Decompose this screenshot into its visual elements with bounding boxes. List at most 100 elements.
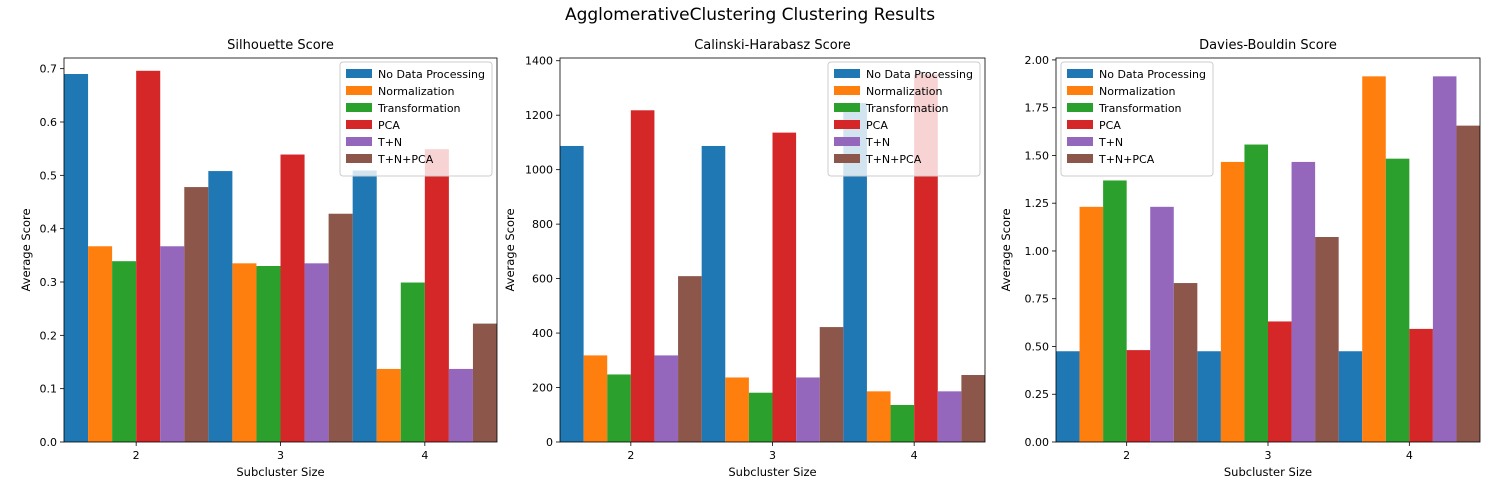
legend-label-1-0: No Data Processing xyxy=(866,68,973,81)
legend-label-0-3: PCA xyxy=(378,119,400,132)
xtick-label-1-0: 2 xyxy=(627,449,634,462)
bar-0-2-0 xyxy=(112,261,137,442)
legend-swatch-2-4 xyxy=(1067,137,1093,146)
legend-swatch-1-5 xyxy=(834,154,860,163)
legend-label-0-4: T+N xyxy=(377,136,402,149)
legend-label-2-5: T+N+PCA xyxy=(1098,153,1155,166)
xtick-label-0-1: 3 xyxy=(277,449,284,462)
ytick-label-0-2: 0.2 xyxy=(40,329,58,342)
ytick-label-2-7: 1.75 xyxy=(1025,102,1050,115)
legend-label-2-0: No Data Processing xyxy=(1099,68,1206,81)
bar-1-4-2 xyxy=(937,391,962,442)
bar-2-3-0 xyxy=(1126,350,1151,442)
bar-2-4-1 xyxy=(1291,161,1316,442)
ylabel-2: Average Score xyxy=(999,208,1013,291)
xlabel-0: Subcluster Size xyxy=(236,465,324,479)
legend-swatch-2-2 xyxy=(1067,103,1093,112)
legend-swatch-2-0 xyxy=(1067,69,1093,78)
bar-1-3-0 xyxy=(630,110,655,442)
bar-1-1-0 xyxy=(583,355,608,442)
bar-2-0-0 xyxy=(1056,351,1080,442)
legend-2: No Data Processing Normalization Transform… xyxy=(1060,61,1214,177)
bar-0-5-2 xyxy=(472,323,497,442)
ytick-label-0-3: 0.3 xyxy=(40,276,58,289)
ytick-label-2-0: 0.00 xyxy=(1025,436,1050,449)
bar-2-3-1 xyxy=(1268,321,1292,442)
bar-1-0-1 xyxy=(701,145,726,442)
legend-label-1-1: Normalization xyxy=(866,85,942,98)
legend-swatch-1-1 xyxy=(834,86,860,95)
bar-2-2-1 xyxy=(1244,144,1268,443)
ytick-label-1-1: 200 xyxy=(532,382,553,395)
chart-1: 0 200 400 600 800 1000 1200 1400 2 3 4 Calinski-Har… xyxy=(503,38,986,479)
ytick-label-0-4: 0.4 xyxy=(40,223,58,236)
chart-title-2: Davies-Bouldin Score xyxy=(1199,38,1337,53)
xlabel-1: Subcluster Size xyxy=(728,465,816,479)
bar-2-3-2 xyxy=(1409,328,1433,442)
bar-1-2-1 xyxy=(748,392,773,442)
bar-1-5-1 xyxy=(819,327,844,442)
xtick-label-2-1: 3 xyxy=(1265,449,1272,462)
bar-1-0-0 xyxy=(560,145,584,442)
chart-0: 0.0 0.1 0.2 0.3 0.4 0.5 0.6 0.7 2 3 4 Silhouette Sc… xyxy=(19,38,498,479)
bar-2-5-2 xyxy=(1456,125,1480,442)
figure-suptitle: AgglomerativeClustering Clustering Resul… xyxy=(565,5,935,25)
legend-label-2-2: Transformation xyxy=(1098,102,1182,115)
legend-swatch-1-0 xyxy=(834,69,860,78)
legend-swatch-0-1 xyxy=(346,86,372,95)
ytick-label-0-7: 0.7 xyxy=(40,63,58,76)
bar-1-0-2 xyxy=(843,102,867,442)
bar-1-5-2 xyxy=(961,375,985,442)
bar-0-3-1 xyxy=(280,154,305,442)
xtick-label-2-2: 4 xyxy=(1406,449,1413,462)
chart-title-0: Silhouette Score xyxy=(227,38,334,53)
bar-0-0-1 xyxy=(208,171,233,442)
bar-0-3-2 xyxy=(424,149,449,442)
bar-2-2-0 xyxy=(1103,180,1127,442)
legend-label-0-1: Normalization xyxy=(378,85,454,98)
legend-swatch-1-3 xyxy=(834,120,860,129)
bar-2-1-2 xyxy=(1362,76,1386,442)
bar-0-5-1 xyxy=(328,213,353,442)
ytick-label-1-7: 1400 xyxy=(525,55,553,68)
legend-label-1-2: Transformation xyxy=(865,102,949,115)
legend-swatch-0-0 xyxy=(346,69,372,78)
legend-swatch-0-4 xyxy=(346,137,372,146)
legend-swatch-1-2 xyxy=(834,103,860,112)
legend-label-2-3: PCA xyxy=(1099,119,1121,132)
ytick-label-0-0: 0.0 xyxy=(40,436,58,449)
ytick-label-2-4: 1.00 xyxy=(1025,245,1050,258)
ytick-label-1-4: 800 xyxy=(532,218,553,231)
legend-label-0-0: No Data Processing xyxy=(378,68,485,81)
legend-0: No Data Processing Normalization Transform… xyxy=(339,61,493,177)
xtick-label-0-0: 2 xyxy=(133,449,140,462)
legend-label-1-3: PCA xyxy=(866,119,888,132)
bar-0-4-1 xyxy=(304,263,329,442)
legend-box-1 xyxy=(827,61,981,177)
bar-1-2-0 xyxy=(607,374,631,442)
legend-box-2 xyxy=(1060,61,1214,177)
bar-2-1-0 xyxy=(1079,206,1104,442)
legend-label-2-1: Normalization xyxy=(1099,85,1175,98)
ytick-label-2-1: 0.25 xyxy=(1025,388,1050,401)
bar-2-2-2 xyxy=(1385,158,1410,442)
ytick-label-1-5: 1000 xyxy=(525,164,553,177)
xtick-label-1-1: 3 xyxy=(769,449,776,462)
bar-2-5-1 xyxy=(1315,237,1339,442)
ylabel-0: Average Score xyxy=(19,208,33,291)
bar-0-4-2 xyxy=(448,368,473,442)
legend-box-0 xyxy=(339,61,493,177)
bar-0-1-0 xyxy=(88,246,113,442)
legend-label-1-4: T+N xyxy=(865,136,890,149)
legend-swatch-2-3 xyxy=(1067,120,1093,129)
legend-swatch-0-2 xyxy=(346,103,372,112)
bar-1-1-2 xyxy=(866,391,891,442)
bar-1-1-1 xyxy=(725,377,749,442)
legend-label-0-2: Transformation xyxy=(377,102,461,115)
bar-1-4-1 xyxy=(796,377,820,442)
ytick-label-0-5: 0.5 xyxy=(40,169,58,182)
ytick-label-0-6: 0.6 xyxy=(40,116,58,129)
bar-0-5-0 xyxy=(184,187,209,442)
ytick-label-0-1: 0.1 xyxy=(40,383,58,396)
